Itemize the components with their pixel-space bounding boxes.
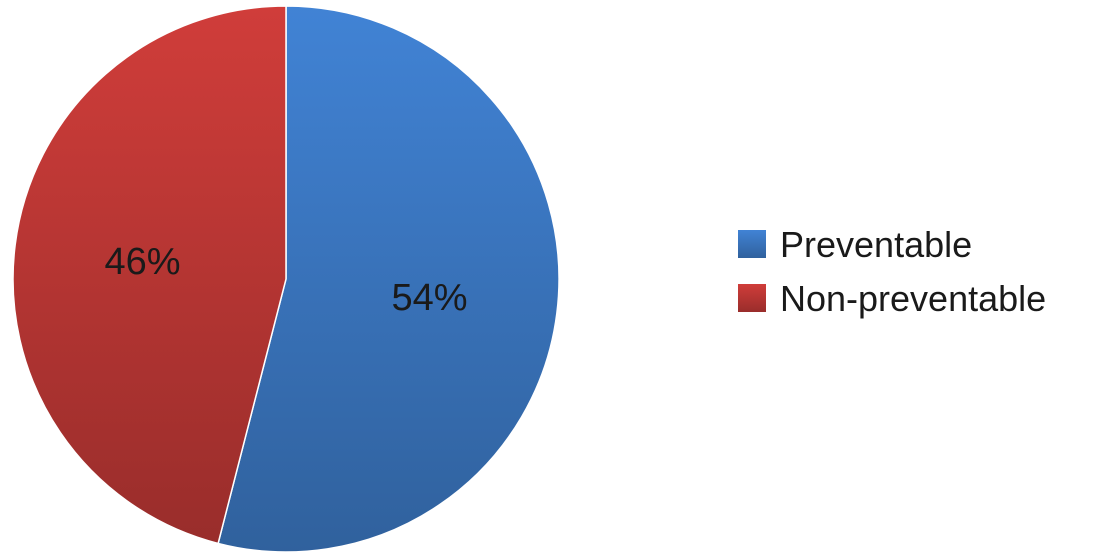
- legend-label-non-preventable: Non-preventable: [780, 278, 1046, 319]
- legend-label-preventable: Preventable: [780, 224, 972, 265]
- legend-swatch-preventable: [738, 230, 766, 258]
- pie-slices: [12, 5, 560, 553]
- data-label-preventable: 54%: [391, 277, 467, 319]
- data-label-non-preventable: 46%: [104, 241, 180, 283]
- legend-swatch-non-preventable: [738, 284, 766, 312]
- pie-slice-preventable: [217, 5, 560, 553]
- pie-slice-non-preventable: [12, 5, 287, 545]
- pie-data-labels: 54% 46%: [104, 241, 467, 319]
- legend: Preventable Non-preventable: [738, 224, 1046, 319]
